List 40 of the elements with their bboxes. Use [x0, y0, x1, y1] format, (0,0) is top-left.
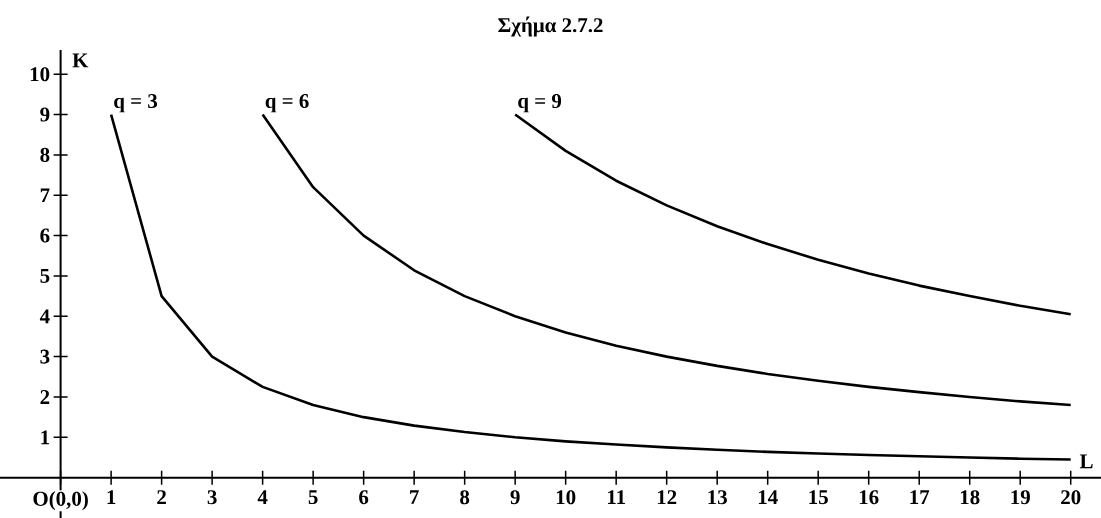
x-tick-label: 10 — [556, 490, 576, 505]
x-tick-label: 12 — [657, 490, 677, 505]
y-axis-title: K — [72, 53, 89, 68]
series-label: q = 9 — [518, 94, 562, 113]
x-axis-title: L — [1079, 454, 1093, 469]
x-tick-label: 5 — [308, 490, 318, 505]
x-tick-label: 19 — [1011, 490, 1030, 505]
x-tick-label: 6 — [359, 490, 369, 505]
y-tick-label: 2 — [40, 390, 50, 404]
y-tick-label: 6 — [40, 228, 50, 243]
x-tick-label: 11 — [607, 490, 625, 504]
x-tick-label: 4 — [257, 490, 268, 504]
series-label: q = 6 — [265, 94, 309, 113]
y-tick-label: 8 — [40, 147, 50, 162]
x-tick-label: O(0,0) — [33, 491, 88, 511]
line-series — [109, 113, 1073, 461]
x-tick-label: 17 — [910, 490, 930, 504]
y-tick-label: 9 — [40, 107, 50, 122]
x-tick-label: 7 — [410, 490, 419, 504]
y-tick-label: 10 — [30, 67, 50, 82]
chart-title: Σχήμα 2.7.2 — [498, 16, 603, 37]
y-tick-label: 3 — [40, 349, 50, 364]
y-tick-label: 1 — [41, 430, 49, 445]
x-tick-label: 15 — [809, 490, 828, 505]
x-tick-label: 3 — [207, 490, 217, 505]
x-tick-label: 1 — [107, 490, 116, 504]
line-series — [261, 113, 1073, 407]
series-label: q = 3 — [114, 94, 158, 113]
x-tick-label: 14 — [758, 490, 778, 504]
x-tick-label: 2 — [157, 490, 166, 505]
x-tick-label: 16 — [859, 490, 879, 505]
x-tick-label: 8 — [460, 490, 470, 505]
y-tick-label: 5 — [40, 268, 50, 283]
y-tick-label: 7 — [40, 188, 50, 203]
x-tick-label: 13 — [708, 490, 727, 505]
line-series — [513, 113, 1073, 316]
x-tick-label: 9 — [510, 490, 520, 505]
x-tick-label: 18 — [960, 490, 980, 505]
y-tick-label: 4 — [39, 309, 50, 324]
x-tick-label: 20 — [1061, 490, 1081, 505]
